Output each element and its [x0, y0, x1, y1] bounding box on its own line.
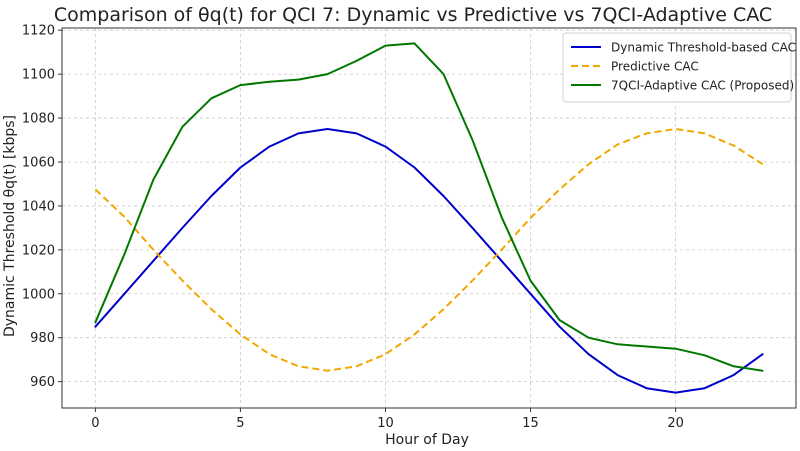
x-axis-label: Hour of Day [385, 432, 469, 448]
legend-box [562, 32, 792, 103]
plot-frame [61, 27, 797, 409]
y-tick-label: 1040 [22, 199, 55, 214]
legend: Dynamic Threshold-based CAC Predictive CA… [562, 32, 796, 103]
legend-label-1: Dynamic Threshold-based CAC [611, 41, 796, 55]
x-tick-label: 15 [522, 416, 539, 431]
x-tick-label: 5 [236, 416, 244, 431]
legend-label-2: Predictive CAC [611, 60, 699, 74]
y-tick-label: 1000 [22, 287, 55, 302]
y-tick-label: 1100 [22, 68, 55, 83]
x-tick-label: 10 [377, 416, 394, 431]
y-tick-label: 1080 [22, 112, 55, 127]
y-tick-label: 1120 [22, 24, 55, 39]
legend-label-3: 7QCI-Adaptive CAC (Proposed) [611, 79, 794, 93]
series-layer [94, 42, 764, 394]
x-tick-label: 20 [667, 416, 684, 431]
y-tick-label: 980 [30, 331, 55, 346]
y-tick-label: 960 [30, 375, 55, 390]
chart-title: Comparison of θq(t) for QCI 7: Dynamic v… [54, 4, 772, 26]
y-tick-label: 1060 [22, 155, 55, 170]
series-line-3 [94, 42, 764, 372]
grid [62, 28, 796, 408]
y-axis-label: Dynamic Threshold θq(t) [kbps] [2, 115, 18, 337]
ticks: 0 5 10 15 20 960 980 1000 1020 1040 1060 1080 1100 11… [22, 24, 684, 431]
y-tick-label: 1020 [22, 243, 55, 258]
x-tick-label: 0 [91, 416, 99, 431]
series-line-1 [94, 128, 764, 394]
series-line-2 [94, 128, 764, 372]
